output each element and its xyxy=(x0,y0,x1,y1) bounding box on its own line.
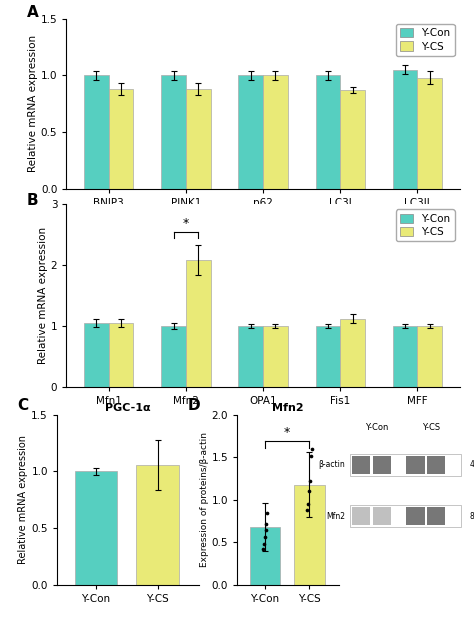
Bar xyxy=(406,506,425,526)
Y-axis label: Relative mRNA expression: Relative mRNA expression xyxy=(28,35,38,172)
Bar xyxy=(186,260,210,387)
Bar xyxy=(392,70,417,189)
Title: PGC-1α: PGC-1α xyxy=(105,402,151,412)
Bar xyxy=(238,76,263,189)
Text: B: B xyxy=(27,193,39,209)
Point xyxy=(263,519,270,529)
Bar xyxy=(109,323,134,387)
Bar xyxy=(373,456,391,474)
Bar xyxy=(392,326,417,387)
Bar xyxy=(109,89,134,189)
Bar xyxy=(417,77,442,189)
Point xyxy=(261,532,268,542)
Point xyxy=(307,451,314,461)
Text: 83kDa: 83kDa xyxy=(469,511,474,521)
Bar xyxy=(350,505,461,527)
Bar xyxy=(186,89,210,189)
Text: Y-Con: Y-Con xyxy=(365,423,388,432)
Bar xyxy=(84,323,109,387)
Bar xyxy=(427,506,445,526)
Title: Mfn2: Mfn2 xyxy=(272,402,304,412)
Point xyxy=(305,487,313,496)
Bar xyxy=(427,456,445,474)
Text: β-actin: β-actin xyxy=(318,461,345,469)
Bar xyxy=(350,454,461,476)
Point xyxy=(303,505,311,515)
Bar xyxy=(84,76,109,189)
Point xyxy=(306,476,314,486)
Text: 42kDa: 42kDa xyxy=(469,461,474,469)
Point xyxy=(262,525,269,535)
Text: *: * xyxy=(284,426,291,439)
Text: *: * xyxy=(183,217,189,230)
Bar xyxy=(137,465,179,585)
Point xyxy=(304,499,312,509)
Bar xyxy=(352,506,370,526)
Bar xyxy=(316,326,340,387)
Bar xyxy=(238,326,263,387)
Bar xyxy=(417,326,442,387)
Bar xyxy=(340,90,365,189)
Bar xyxy=(294,485,325,585)
Bar xyxy=(161,326,186,387)
Y-axis label: Relative mRNA expression: Relative mRNA expression xyxy=(38,227,48,364)
Bar xyxy=(406,456,425,474)
Bar xyxy=(263,76,288,189)
Bar xyxy=(316,76,340,189)
Text: D: D xyxy=(188,397,201,413)
Point xyxy=(259,544,267,554)
Bar xyxy=(263,326,288,387)
Point xyxy=(260,539,267,549)
Point xyxy=(308,444,315,454)
Bar xyxy=(352,456,370,474)
Bar xyxy=(161,76,186,189)
Bar xyxy=(250,527,281,585)
Text: Y-CS: Y-CS xyxy=(421,423,440,432)
Legend: Y-Con, Y-CS: Y-Con, Y-CS xyxy=(396,24,455,56)
Bar xyxy=(74,472,118,585)
Text: C: C xyxy=(17,397,28,413)
Legend: Y-Con, Y-CS: Y-Con, Y-CS xyxy=(396,209,455,241)
Point xyxy=(264,508,271,517)
Y-axis label: Expression of proteins/β-actin: Expression of proteins/β-actin xyxy=(200,432,209,568)
Bar xyxy=(373,506,391,526)
Bar xyxy=(340,319,365,387)
Text: A: A xyxy=(27,5,39,20)
Y-axis label: Relative mRNA expression: Relative mRNA expression xyxy=(18,435,28,565)
Text: Mfn2: Mfn2 xyxy=(326,511,345,521)
